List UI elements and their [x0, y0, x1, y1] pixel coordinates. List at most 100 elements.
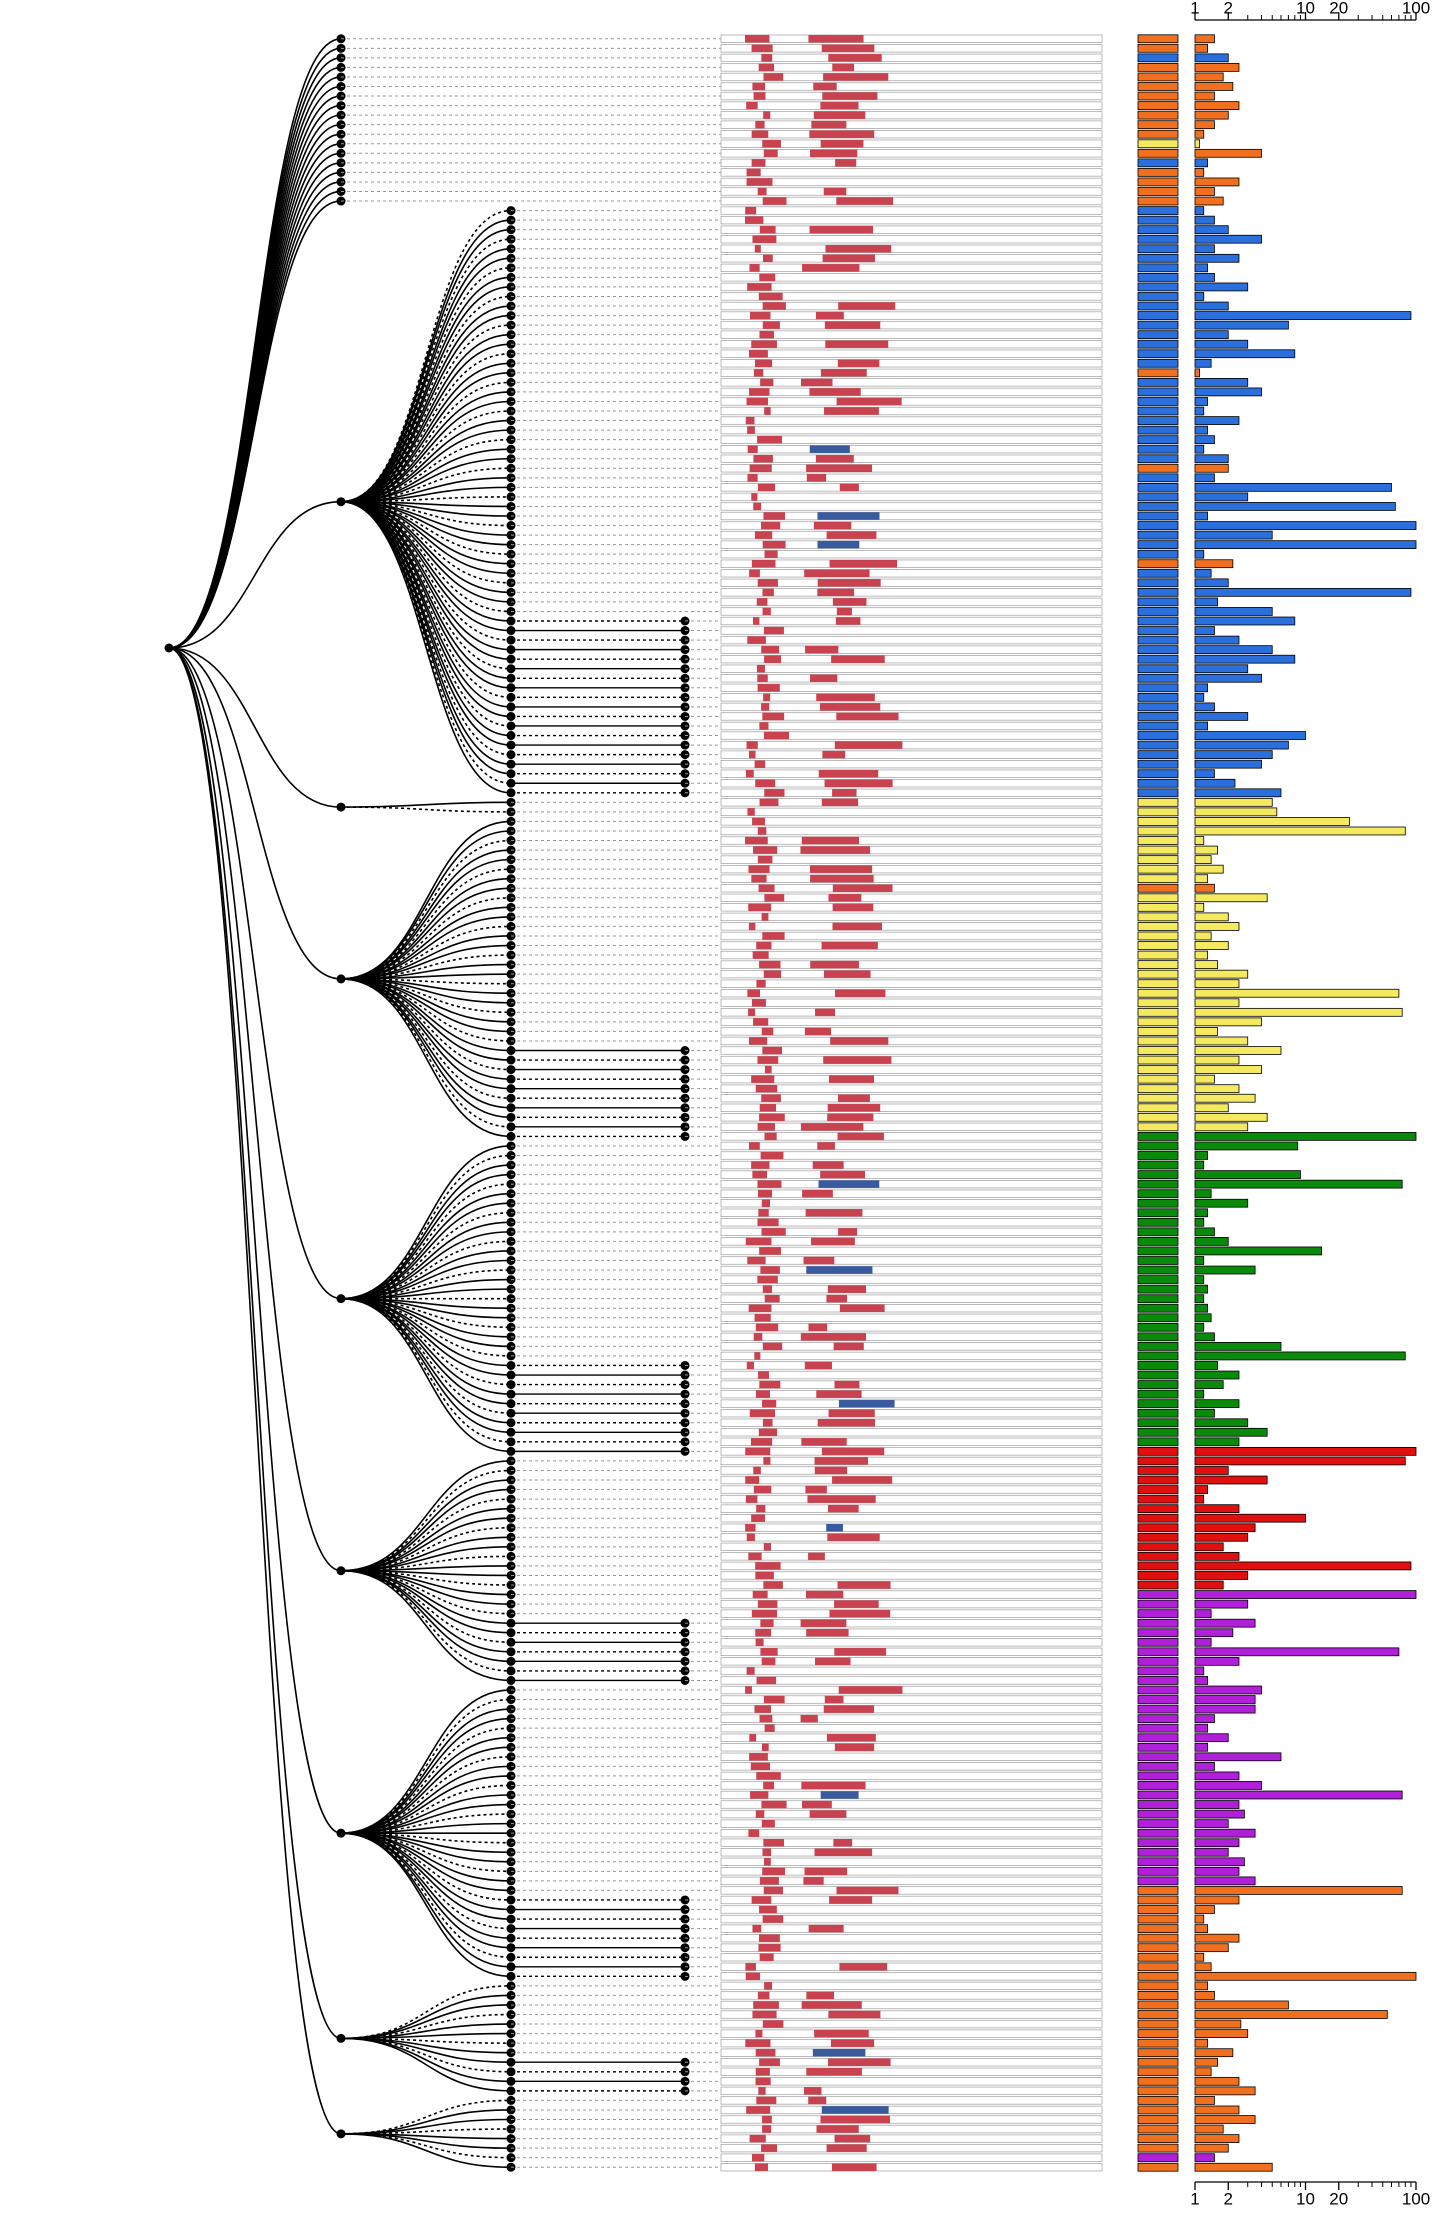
- exon: [761, 913, 769, 921]
- exon: [814, 1657, 851, 1666]
- exon: [811, 120, 847, 129]
- exon: [806, 1991, 835, 2000]
- gene-box: [720, 1714, 1103, 1723]
- gene-box: [720, 82, 1103, 91]
- exon: [828, 54, 882, 62]
- gene-box: [720, 311, 1103, 320]
- bar: [1194, 2086, 1256, 2096]
- exon: [824, 1695, 844, 1704]
- group-cell: [1137, 645, 1179, 655]
- group-cell: [1137, 1723, 1179, 1733]
- branch: [340, 438, 512, 503]
- bar: [1194, 1991, 1215, 2000]
- bar: [1194, 1027, 1218, 1036]
- gene-box: [720, 2115, 1103, 2124]
- bar: [1194, 215, 1215, 225]
- exon: [824, 779, 893, 788]
- group-cell: [1137, 1800, 1179, 1809]
- group-cell: [1137, 1781, 1179, 1790]
- group-cell: [1137, 864, 1179, 874]
- gene-box: [720, 1895, 1103, 1905]
- gene-box: [720, 1933, 1103, 1943]
- exon: [749, 388, 770, 396]
- group-cell: [1137, 1513, 1179, 1523]
- bar: [1194, 1561, 1412, 1571]
- bar: [1194, 750, 1273, 759]
- group-cell: [1137, 1237, 1179, 1246]
- exon: [801, 1438, 847, 1446]
- branch: [340, 1985, 512, 2040]
- exon: [763, 1581, 783, 1589]
- group-cell: [1137, 587, 1179, 597]
- gene-box: [720, 378, 1103, 387]
- branch: [340, 896, 512, 980]
- group-cell: [1137, 1666, 1179, 1676]
- x-tick-label: 1: [1190, 0, 1199, 17]
- branch: [340, 1832, 512, 1968]
- branch: [340, 1297, 512, 1434]
- exon: [747, 636, 766, 644]
- exon: [746, 1667, 755, 1675]
- bar: [1194, 950, 1208, 960]
- gene-box: [720, 969, 1103, 979]
- gene-box: [720, 1141, 1103, 1151]
- bar: [1194, 740, 1289, 750]
- bar: [1194, 1714, 1215, 1724]
- branch: [340, 1173, 512, 1300]
- exon: [821, 798, 859, 807]
- gene-box: [720, 1743, 1103, 1752]
- exon: [763, 693, 771, 702]
- gene-box: [720, 1609, 1103, 1618]
- exon: [820, 1170, 866, 1179]
- bar: [1194, 1666, 1205, 1676]
- group-cell: [1137, 2153, 1179, 2163]
- gene-box: [720, 1704, 1103, 1714]
- exon: [754, 2163, 768, 2171]
- exon: [745, 1237, 772, 1246]
- bar: [1194, 922, 1240, 931]
- x-tick-label: 20: [1329, 2189, 1348, 2208]
- exon: [832, 1476, 893, 1484]
- gene-box: [720, 235, 1103, 244]
- group-cell: [1137, 2076, 1179, 2086]
- exon: [745, 416, 755, 425]
- bar: [1194, 683, 1208, 693]
- exon: [833, 1838, 853, 1847]
- exon: [828, 894, 862, 902]
- bar: [1194, 893, 1268, 903]
- exon: [749, 1733, 757, 1742]
- bar: [1194, 1122, 1249, 1132]
- gene-box: [720, 473, 1103, 482]
- gene-box: [720, 2029, 1103, 2038]
- dendrogram: [164, 34, 721, 2172]
- exon: [752, 1170, 768, 1179]
- gene-box: [720, 91, 1103, 101]
- exon: [757, 579, 778, 587]
- gene-box: [720, 1456, 1103, 1466]
- group-cell: [1137, 597, 1179, 607]
- gene-box: [720, 950, 1103, 960]
- exon: [838, 1228, 858, 1236]
- group-cell: [1137, 492, 1179, 502]
- exon: [759, 960, 781, 969]
- gene-box: [720, 1599, 1103, 1609]
- gene-box: [720, 1447, 1103, 1456]
- group-cell: [1137, 1418, 1179, 1428]
- exon: [827, 1533, 880, 1542]
- bar: [1194, 902, 1205, 912]
- exon: [748, 1552, 762, 1561]
- exon: [763, 149, 778, 158]
- exon: [762, 588, 774, 597]
- group-cell: [1137, 1399, 1179, 1409]
- group-cell: [1137, 72, 1179, 82]
- gene-box: [720, 874, 1103, 883]
- group-cell: [1137, 1485, 1179, 1494]
- exon: [762, 302, 786, 310]
- exon: [754, 359, 773, 368]
- group-cell: [1137, 1332, 1179, 1342]
- branch: [340, 400, 512, 503]
- exon: [755, 120, 765, 129]
- group-cell: [1137, 2029, 1179, 2038]
- group-cell: [1137, 473, 1179, 483]
- branch: [340, 276, 512, 503]
